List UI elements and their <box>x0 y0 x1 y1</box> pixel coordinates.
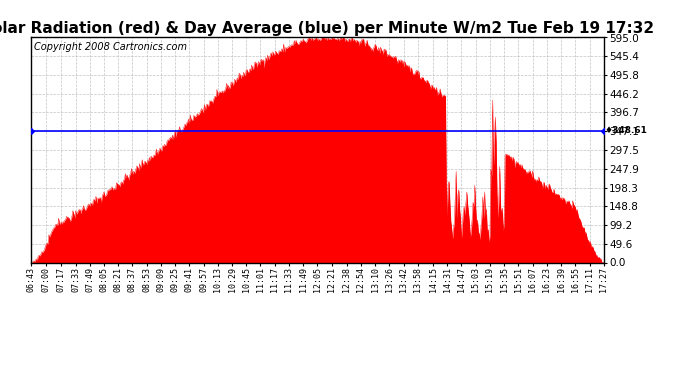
Title: Solar Radiation (red) & Day Average (blue) per Minute W/m2 Tue Feb 19 17:32: Solar Radiation (red) & Day Average (blu… <box>0 21 654 36</box>
Text: ♦348.61: ♦348.61 <box>605 126 648 135</box>
Text: Copyright 2008 Cartronics.com: Copyright 2008 Cartronics.com <box>34 42 187 52</box>
